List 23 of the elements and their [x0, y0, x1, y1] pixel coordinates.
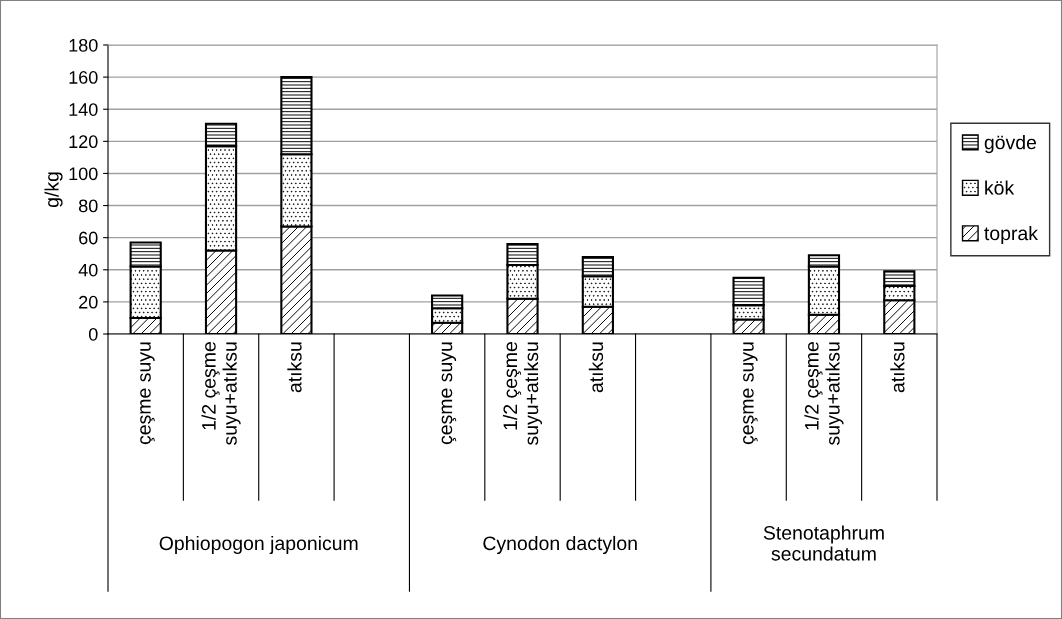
y-tick-label: 100 [69, 167, 98, 181]
y-tick-label: 40 [78, 263, 98, 277]
x-tick-label: çeşme suyu [743, 342, 758, 445]
text: Ophiopogon japonicum [159, 535, 358, 555]
legend-label: gövde [984, 135, 1037, 154]
y-tick-label: 20 [79, 295, 98, 309]
y-axis-title: g/kg [44, 172, 63, 208]
text: Cynodon dactylon [483, 535, 637, 555]
text: Stenotaphrum secundatum [763, 525, 884, 561]
x-tick-label: çeşme suyu [140, 342, 155, 445]
y-tick-label: 160 [69, 71, 98, 84]
y-tick-label: 0 [88, 327, 98, 341]
y-tick-label: 120 [69, 135, 98, 149]
x-tick-label: çeşme suyu [441, 342, 457, 445]
y-tick-label: 140 [69, 103, 98, 116]
legend-label: toprak [984, 225, 1038, 245]
y-tick-label: 180 [69, 38, 98, 52]
legend-label: kök [985, 180, 1015, 195]
y-tick-label: 60 [79, 231, 98, 245]
x-tick-label: atıksu [287, 342, 302, 393]
x-tick-label: atıksu [890, 342, 905, 393]
x-tick-label: atıksu [588, 342, 604, 393]
y-tick-label: 80 [78, 199, 98, 213]
